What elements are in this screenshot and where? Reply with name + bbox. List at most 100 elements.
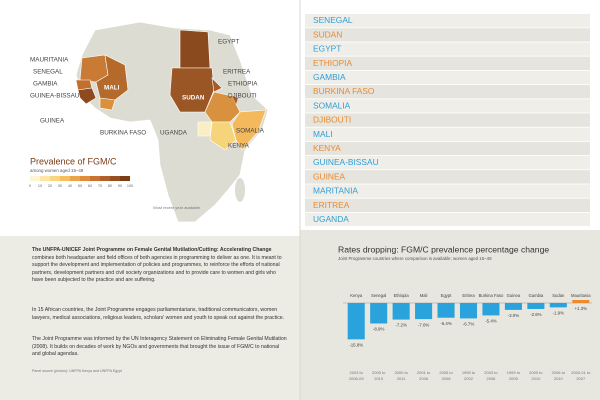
list-item: ERITREA <box>313 200 350 210</box>
category-label: Ethiopia <box>394 293 410 298</box>
period-label: 2005 to <box>529 370 543 375</box>
map-label: ERITREA <box>223 69 251 76</box>
chart-title: Rates dropping: FGM/C prevalence percent… <box>338 244 549 254</box>
list-row <box>305 127 590 141</box>
legend-tick: 70 <box>98 184 102 188</box>
value-label: -6.4% <box>440 321 452 326</box>
legend-swatch <box>110 176 120 181</box>
period-label: 2003 to <box>484 370 498 375</box>
period-label: 2000 to <box>394 370 408 375</box>
map-label: GAMBIA <box>33 81 58 88</box>
value-label: -6.7% <box>463 322 475 327</box>
period-label: 2008-09 <box>349 376 364 381</box>
sudan <box>169 67 215 113</box>
legend: Prevalence of FGM/C among women aged 15–… <box>29 156 201 210</box>
chart: Rates dropping: FGM/C prevalence percent… <box>338 244 592 381</box>
list-row <box>305 99 590 113</box>
map-label: GUINEA-BISSAU <box>30 93 80 100</box>
paragraph: The UNFPA-UNICEF Joint Programme on Fema… <box>32 247 288 285</box>
legend-tick: 90 <box>118 184 122 188</box>
period-label: 2005 to <box>439 370 453 375</box>
legend-tick: 40 <box>68 184 72 188</box>
list-row <box>305 141 590 156</box>
list-item: GUINEA-BISSAU <box>313 157 379 167</box>
list-row <box>305 212 590 227</box>
category-label: Senegal <box>371 293 386 298</box>
list-item: ETHIOPIA <box>313 58 353 68</box>
category-label: Egypt <box>441 293 453 298</box>
period-label: 1995 to <box>462 370 476 375</box>
list-item: UGANDA <box>313 214 349 224</box>
legend-swatch <box>40 176 50 181</box>
list-item: SENEGAL <box>313 15 353 25</box>
eritrea <box>211 77 223 93</box>
legend-tick: 10 <box>38 184 42 188</box>
map <box>75 21 269 223</box>
list-row <box>305 184 590 198</box>
legend-swatch <box>90 176 100 181</box>
left-panel <box>0 236 300 400</box>
map-label: MALI <box>104 85 120 92</box>
value-label: -5.4% <box>485 319 497 324</box>
category-label: Burkina Faso <box>479 293 504 298</box>
value-label: -8.9% <box>373 327 385 332</box>
list-row <box>305 113 590 127</box>
legend-swatch <box>50 176 60 181</box>
legend-note: Most recent year available <box>153 205 200 210</box>
burkina <box>99 97 116 111</box>
category-label: Gambia <box>529 293 544 298</box>
map-label: UGANDA <box>160 130 188 137</box>
period-label: 2007 <box>576 376 586 381</box>
bar <box>572 300 590 303</box>
legend-tick: 30 <box>58 184 62 188</box>
list-row <box>305 14 590 28</box>
period-label: 2006 <box>419 376 429 381</box>
category-label: Eritrea <box>462 293 475 298</box>
bar <box>549 303 567 308</box>
list-row <box>305 56 590 70</box>
value-label: +1.3% <box>574 306 587 311</box>
period-label: 2008 <box>442 376 452 381</box>
period-label: 2005 <box>509 376 519 381</box>
value-label: -15.8% <box>349 342 363 347</box>
category-label: Mauritania <box>571 293 591 298</box>
value-label: -1.9% <box>553 311 565 316</box>
list-row <box>305 198 590 212</box>
period-label: 2006 <box>487 376 497 381</box>
egypt <box>179 29 211 69</box>
legend-swatch <box>100 176 110 181</box>
legend-swatch <box>70 176 80 181</box>
list-item: SOMALIA <box>313 100 351 110</box>
list-row <box>305 28 590 42</box>
period-label: 2006 to <box>552 370 566 375</box>
map-label: KENYA <box>228 143 250 150</box>
legend-swatch <box>30 176 40 181</box>
paragraph-lead: The UNFPA-UNICEF Joint Programme on Fema… <box>32 247 272 253</box>
legend-swatch <box>60 176 70 181</box>
list-row <box>305 70 590 85</box>
map-label: DJIBOUTI <box>228 93 257 100</box>
map-label: BURKINA FASO <box>100 130 146 137</box>
legend-swatch <box>80 176 90 181</box>
list-item: GUINEA <box>313 171 346 181</box>
legend-tick: 60 <box>88 184 92 188</box>
list-item: MARITANIA <box>313 186 358 196</box>
bar <box>482 303 500 316</box>
somalia <box>231 109 267 151</box>
legend-tick: 50 <box>78 184 82 188</box>
category-label: Kenya <box>350 293 363 298</box>
bar <box>437 303 455 318</box>
list-item: DJIBOUTI <box>313 115 351 125</box>
list-item: BURKINA FASO <box>313 86 375 96</box>
period-label: 2000-01 to <box>571 370 591 375</box>
legend-tick: 80 <box>108 184 112 188</box>
legend-subtitle: among women aged 15–49 <box>30 168 84 173</box>
value-label: -7.0% <box>418 322 430 327</box>
bar <box>347 303 365 340</box>
kenya <box>209 121 237 151</box>
category-label: Guinea <box>507 293 521 298</box>
period-label: 2010 <box>374 376 384 381</box>
source-note: Panel source (photos): UNFPA Kenya and U… <box>32 369 122 373</box>
